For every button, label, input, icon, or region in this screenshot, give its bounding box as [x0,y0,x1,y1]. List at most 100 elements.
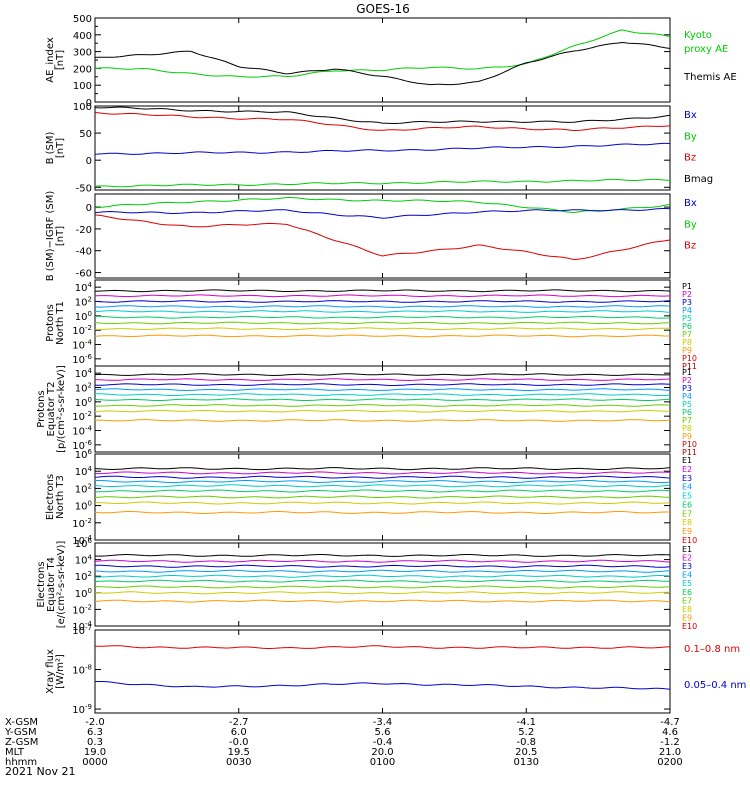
channel-line-e4 [94,569,671,573]
y-tick-label: 106 [75,537,93,550]
legend-p10: P10 [682,440,697,449]
plot-title: GOES-16 [356,2,410,16]
legend-p6: P6 [682,408,692,417]
legend-e7: E7 [682,509,692,518]
series-line-bmag [94,106,671,124]
channel-line-p2 [94,378,671,382]
panel-xray: 10-9 10-8 10-7 Xray flux [W/m²] 0.1–0.8 nm 0.0… [45,624,746,716]
legend-by: By [684,131,697,142]
channel-line-e8 [94,591,671,595]
legend-p6: P6 [682,322,692,331]
channel-line-e7 [95,585,671,589]
orbit-value: 5.2 [518,727,534,738]
y-tick-label: 10-9 [72,703,92,716]
y-tick-label: 100 [73,102,92,113]
orbit-value: -0.8 [516,737,536,748]
y-tick-label: 104 [75,281,93,294]
orbit-value: -1.2 [660,737,680,748]
channel-line-p3 [94,300,671,303]
legend-p7: P7 [682,330,692,339]
y-axis-label: North T1 [55,301,66,345]
y-tick-label: 100 [75,587,92,600]
channel-line-p7 [94,321,671,325]
legend-p1: P1 [682,282,692,291]
panel-frame [94,105,671,191]
channel-line-p9 [95,419,671,422]
y-tick-label: 10-2 [72,603,92,616]
legend-e7: E7 [682,596,692,605]
y-tick-label: 0 [86,156,92,167]
y-tick-label: 10-4 [72,339,92,352]
series-line-by [94,178,671,188]
legend-p5: P5 [682,314,692,323]
panel-frame [94,193,671,279]
legend-p7: P7 [682,416,692,425]
channel-line-p3 [94,383,671,386]
legend-proxy-ae: proxy AE [684,44,728,55]
legend-p1: P1 [682,368,692,377]
channel-line-p1 [94,289,671,293]
legend-p5: P5 [682,400,692,409]
orbit-value: -0.4 [373,737,393,748]
y-tick-label: 10-2 [72,517,92,530]
channel-line-e3 [94,475,671,479]
orbit-row-label: X-GSM [5,717,38,728]
series-line-bz [94,111,671,132]
y-tick-label: 100 [75,396,92,409]
legend-0-05-0-4-nm: 0.05–0.4 nm [684,680,746,691]
legend-e3: E3 [682,474,692,483]
orbit-row-label: Y-GSM [4,727,37,738]
y-tick-label: 300 [73,48,92,59]
legend-p9: P9 [682,346,692,355]
legend-0-1-0-8-nm: 0.1–0.8 nm [684,644,740,655]
y-axis-label: [nT] [55,226,66,246]
legend-p4: P4 [682,306,692,315]
orbit-value: 0.3 [87,737,103,748]
y-tick-label: 500 [73,14,92,25]
orbit-value: -0.0 [229,737,249,748]
legend-p8: P8 [682,424,692,433]
series-line-bx [95,197,671,213]
y-tick-label: -20 [76,225,92,236]
channel-line-p2 [94,294,671,298]
y-tick-label: 10-4 [72,620,92,633]
channel-line-e9 [94,511,671,514]
y-axis-label: Equator T2 [46,382,57,437]
y-tick-label: 100 [73,81,92,92]
channel-line-e2 [94,471,671,475]
channel-line-p9 [94,334,671,338]
orbit-value: 0200 [657,757,682,768]
y-tick-label: 100 [75,500,92,513]
legend-e8: E8 [682,605,692,614]
legend-e9: E9 [682,613,692,622]
y-tick-label: 100 [75,310,92,323]
legend-themis-ae: Themis AE [683,72,737,83]
legend-p2: P2 [682,376,692,385]
y-axis-label: [p/(cm²-s-sr-keV)] [56,365,67,453]
legend-p3: P3 [682,298,692,307]
legend-p11: P11 [682,362,697,371]
legend-e1: E1 [682,456,692,465]
y-tick-label: 106 [75,448,93,461]
y-tick-label: 10-8 [72,664,92,677]
channel-line-p5 [94,393,671,396]
y-tick-label: -40 [76,247,92,258]
channel-line-e6 [94,579,671,583]
channel-line-e3 [95,564,671,568]
channel-line-e7 [94,495,670,499]
legend-p8: P8 [682,338,692,347]
orbit-value: 19.0 [84,747,106,758]
y-axis-label: AE_index [45,37,56,83]
y-tick-label: 10-2 [72,324,92,337]
panel-ae: 0 100 200 300 400 500 AE_index [nT] Kyoto proxy A… [45,14,737,109]
orbit-value: 0130 [514,757,539,768]
y-tick-label: 400 [73,31,92,42]
orbit-row-label: MLT [5,747,25,758]
y-tick-label: 200 [73,64,92,75]
y-axis-label: B (SM)−IGRF (SM) [45,191,56,282]
y-tick-label: -60 [76,269,92,280]
series-line-bx [94,142,671,155]
channel-line-p8 [94,409,670,413]
